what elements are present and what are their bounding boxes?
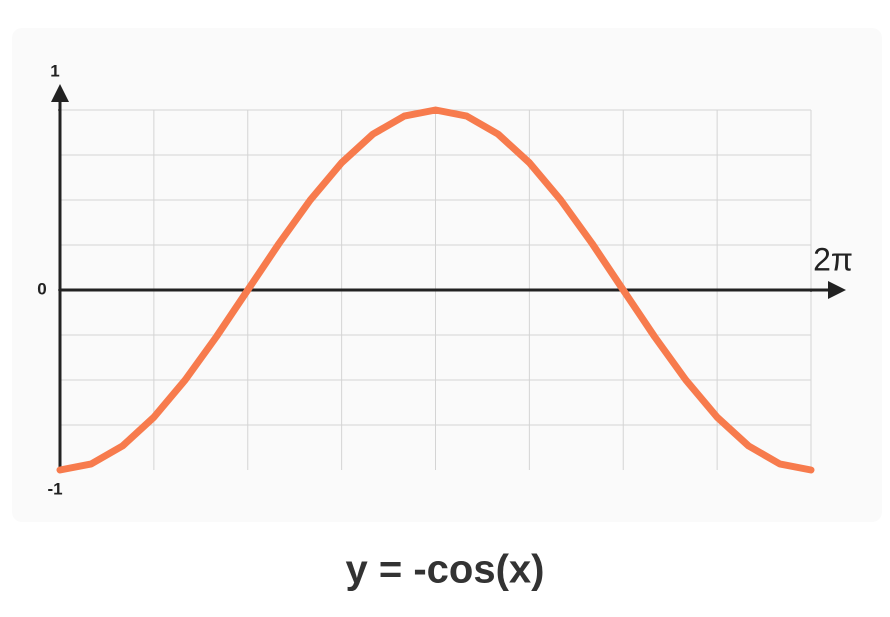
curve bbox=[56, 106, 815, 474]
y-axis-arrow bbox=[51, 84, 69, 102]
x-tick-label: 2π bbox=[813, 241, 853, 277]
card bbox=[12, 28, 882, 522]
y-tick-label: 0 bbox=[37, 279, 46, 298]
chart-title: y = -cos(x) bbox=[346, 548, 545, 592]
x-axis-arrow bbox=[828, 281, 846, 299]
y-tick-label: 1 bbox=[50, 61, 59, 80]
y-tick-label: -1 bbox=[47, 479, 62, 498]
